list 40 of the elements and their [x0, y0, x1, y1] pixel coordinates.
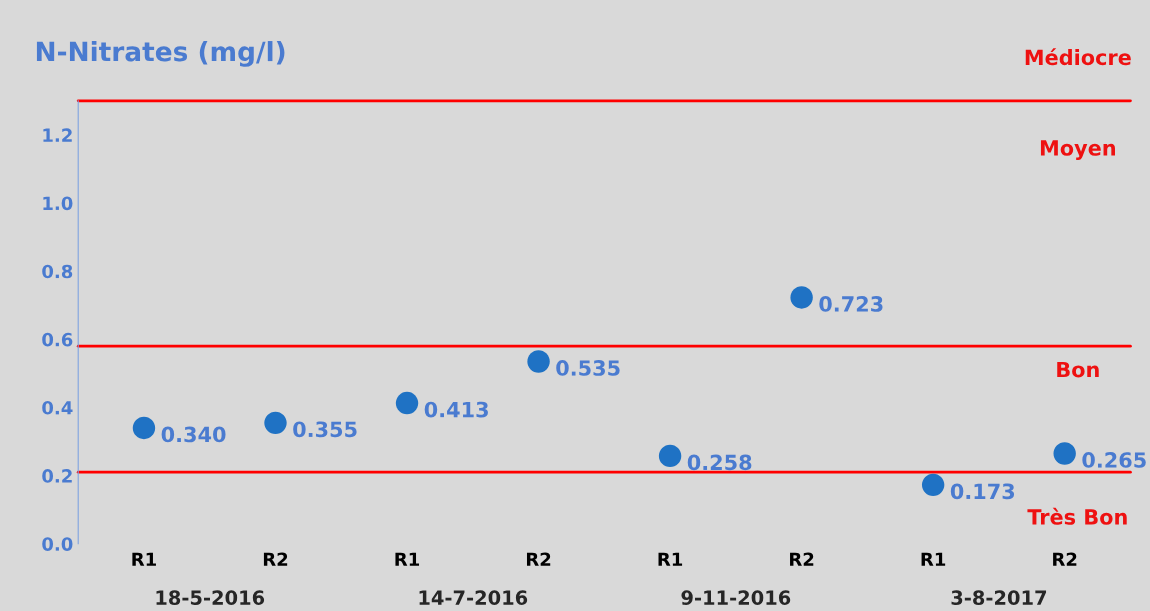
data-label: 0.355 — [293, 421, 357, 438]
y-tick-label: 0.2 — [42, 469, 72, 483]
y-tick-label: 0.8 — [42, 264, 73, 279]
x-tick-label: R1 — [658, 552, 683, 566]
y-tick-label: 1.0 — [43, 196, 73, 211]
data-label: 0.258 — [687, 454, 752, 471]
point — [132, 416, 156, 440]
text: 9-11-2016 — [681, 590, 791, 605]
point — [658, 444, 682, 468]
text: 18-5-2016 — [156, 590, 265, 605]
data-label: 0.535 — [556, 360, 620, 376]
y-tick-label: 0.6 — [42, 332, 73, 347]
y-tick-label: 0.0 — [42, 537, 73, 551]
data-label: 0.340 — [161, 426, 226, 443]
point — [1053, 442, 1076, 465]
annotation: Très Bon — [1027, 507, 1127, 525]
data-label: 0.723 — [819, 296, 883, 312]
annotation: Bon — [1057, 361, 1099, 378]
text: Médiocre — [1025, 48, 1131, 66]
text: 3-8-2017 — [951, 590, 1047, 605]
x-tick-label: R1 — [132, 552, 156, 566]
x-tick-label: R2 — [1053, 552, 1077, 566]
x-tick-label: R1 — [395, 552, 420, 566]
y-tick-label: 0.4 — [42, 400, 73, 415]
data-label: 0.173 — [950, 483, 1015, 500]
x-tick-label: R2 — [526, 552, 551, 566]
point — [264, 411, 287, 435]
point — [527, 350, 550, 373]
x-tick-label: R2 — [263, 552, 288, 566]
point — [921, 473, 945, 497]
point — [790, 286, 813, 309]
point — [395, 391, 419, 415]
annotation: Moyen — [1040, 140, 1115, 160]
x-tick-label: R2 — [790, 552, 814, 566]
text: 14-7-2016 — [419, 590, 528, 605]
y-tick-label: 1.2 — [43, 128, 72, 142]
x-tick-label: R1 — [921, 552, 946, 566]
data-label: 0.413 — [424, 401, 488, 418]
data-label: 0.265 — [1082, 452, 1146, 468]
chart-title: N-Nitrates (mg/l) — [36, 41, 285, 67]
